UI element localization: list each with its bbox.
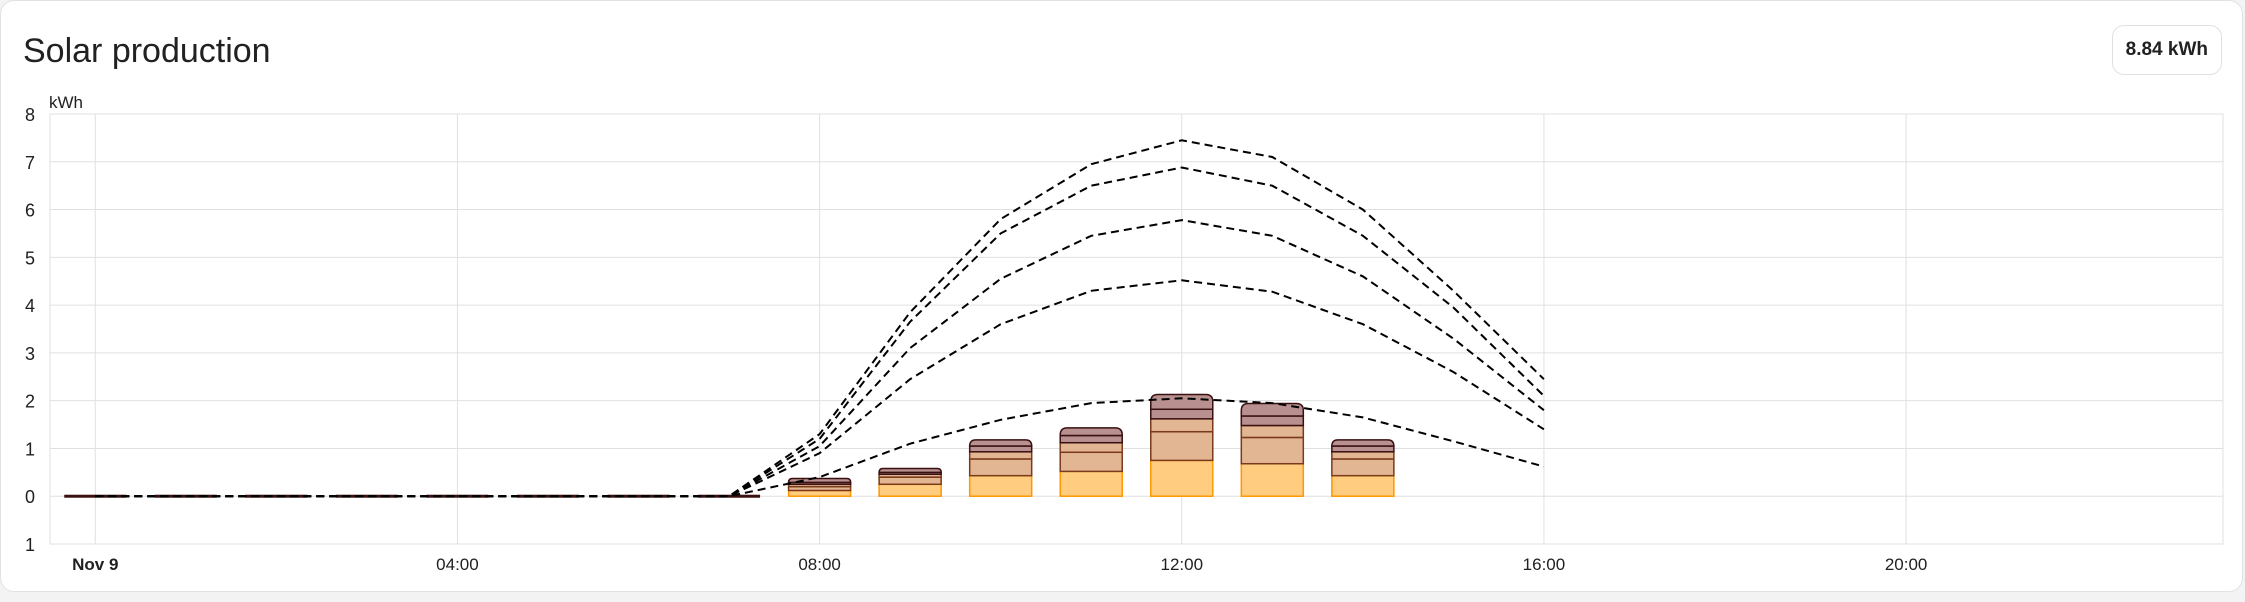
bar-segment[interactable]: [878, 476, 942, 486]
bar-zero-hour[interactable]: [426, 494, 489, 498]
x-tick-label: 20:00: [1885, 555, 1928, 574]
bar-segment[interactable]: [968, 474, 1033, 497]
y-tick-label: 6: [25, 201, 35, 221]
bar-segment[interactable]: [1150, 430, 1214, 462]
x-tick-label: 16:00: [1523, 555, 1566, 574]
bar-segment[interactable]: [1150, 418, 1214, 433]
bar-segment[interactable]: [1059, 427, 1123, 437]
x-tick-label: 12:00: [1160, 555, 1203, 574]
total-energy-badge[interactable]: 8.84 kWh: [2111, 25, 2222, 75]
y-tick-label: 3: [25, 344, 35, 364]
y-axis-unit-label: kWh: [49, 93, 83, 112]
bar-zero-hour[interactable]: [516, 494, 579, 498]
y-tick-label: 2: [25, 392, 35, 412]
x-tick-label: 04:00: [436, 555, 479, 574]
bar-series-group[interactable]: [64, 393, 1395, 498]
forecast-lines-group: [95, 139, 1545, 498]
bar-segment[interactable]: [1240, 402, 1305, 417]
bar-segment[interactable]: [1150, 408, 1214, 420]
x-tick-label: Nov 9: [72, 555, 118, 574]
bar-segment[interactable]: [1240, 436, 1305, 465]
card-title: Solar production: [23, 32, 271, 70]
bar-segment[interactable]: [787, 477, 852, 484]
bar-segment[interactable]: [1150, 459, 1214, 497]
y-tick-label: 0: [25, 487, 35, 507]
bar-segment[interactable]: [1240, 415, 1305, 427]
y-tick-label: 1: [25, 439, 35, 459]
bar-segment[interactable]: [1150, 393, 1214, 411]
bar-segment[interactable]: [1331, 458, 1395, 477]
y-tick-label: 8: [25, 105, 35, 125]
bar-segment[interactable]: [787, 489, 852, 497]
bar-segment[interactable]: [1059, 451, 1123, 473]
y-tick-label: 1: [25, 535, 35, 555]
forecast-line: [95, 139, 1545, 498]
bar-zero-hour[interactable]: [607, 494, 670, 498]
bar-segment[interactable]: [1059, 470, 1123, 497]
bar-zero-hour[interactable]: [245, 494, 308, 498]
plot-area-border: [49, 113, 2224, 545]
chart-grid: [49, 113, 2224, 545]
y-tick-label: 5: [25, 248, 35, 268]
bar-segment[interactable]: [968, 445, 1033, 453]
bar-segment[interactable]: [1331, 445, 1395, 453]
bar-segment[interactable]: [968, 458, 1033, 477]
bar-segment[interactable]: [1240, 424, 1305, 439]
bar-segment[interactable]: [1059, 441, 1123, 454]
bar-segment[interactable]: [1240, 462, 1305, 497]
y-tick-label: 7: [25, 153, 35, 173]
bar-segment[interactable]: [1331, 439, 1395, 447]
bar-segment[interactable]: [878, 467, 942, 474]
y-tick-label: 4: [25, 296, 35, 316]
bar-segment[interactable]: [968, 451, 1033, 460]
chart-axes: kWh 1 0 1 2 3 4 5 6 7 8 Nov 9 04:00 08:00 12:00 16:00 2…: [25, 93, 1927, 574]
bar-segment[interactable]: [878, 483, 942, 497]
x-tick-label: 08:00: [798, 555, 841, 574]
bar-zero-hour[interactable]: [154, 494, 217, 498]
bar-zero-hour[interactable]: [335, 494, 398, 498]
bar-segment[interactable]: [1331, 451, 1395, 460]
bar-zero-hour[interactable]: [64, 494, 127, 498]
bar-zero-hour[interactable]: [698, 494, 761, 498]
bar-segment[interactable]: [1331, 474, 1395, 497]
bar-segment[interactable]: [968, 439, 1033, 447]
bar-segment[interactable]: [1059, 434, 1123, 444]
